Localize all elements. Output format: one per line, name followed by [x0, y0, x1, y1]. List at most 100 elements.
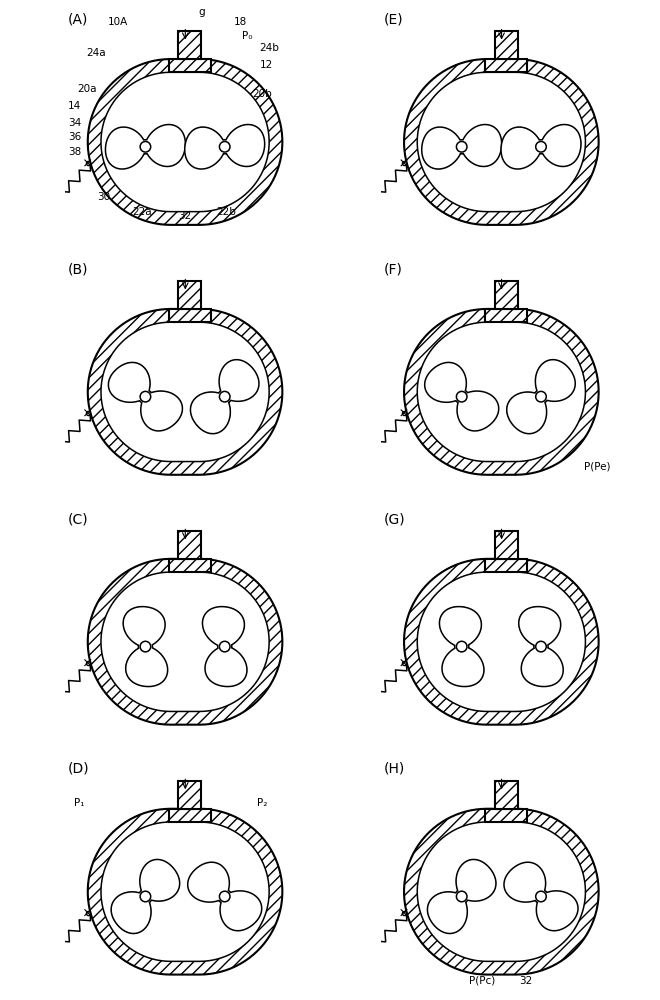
Polygon shape — [88, 559, 282, 725]
Bar — [169, 309, 211, 322]
Polygon shape — [106, 125, 185, 169]
Text: 32: 32 — [519, 976, 532, 986]
Polygon shape — [424, 362, 499, 431]
Bar — [485, 309, 527, 322]
Bar — [485, 59, 527, 72]
Polygon shape — [185, 125, 263, 159]
Polygon shape — [428, 859, 496, 919]
Circle shape — [140, 141, 150, 152]
Bar — [178, 531, 201, 559]
Bar — [495, 31, 517, 59]
Bar — [178, 781, 201, 809]
Polygon shape — [404, 559, 599, 725]
Polygon shape — [187, 862, 262, 931]
Polygon shape — [417, 572, 585, 711]
Bar — [485, 559, 527, 572]
Text: 24b: 24b — [259, 43, 279, 53]
Bar — [485, 809, 527, 822]
Circle shape — [457, 141, 467, 152]
Polygon shape — [88, 809, 282, 975]
Polygon shape — [101, 72, 269, 212]
Text: 34: 34 — [68, 118, 81, 128]
Polygon shape — [519, 607, 541, 686]
Polygon shape — [417, 822, 585, 961]
Text: 14: 14 — [68, 101, 81, 111]
Circle shape — [536, 391, 546, 402]
Circle shape — [457, 891, 467, 902]
Text: 12: 12 — [260, 60, 273, 70]
Polygon shape — [101, 572, 269, 711]
Circle shape — [457, 641, 467, 652]
Text: 20b: 20b — [252, 89, 272, 99]
Bar — [178, 31, 201, 59]
Polygon shape — [88, 309, 282, 475]
Polygon shape — [203, 607, 247, 687]
Polygon shape — [432, 126, 502, 169]
Circle shape — [140, 641, 150, 652]
Bar — [178, 781, 201, 809]
Bar — [169, 559, 211, 572]
Polygon shape — [404, 809, 599, 975]
Bar — [169, 59, 211, 72]
Polygon shape — [519, 607, 563, 687]
Polygon shape — [123, 607, 168, 687]
Circle shape — [140, 891, 150, 902]
Bar — [178, 281, 201, 309]
Text: (B): (B) — [67, 262, 88, 276]
Bar — [495, 781, 517, 809]
Polygon shape — [504, 862, 578, 931]
Polygon shape — [422, 125, 502, 169]
Polygon shape — [101, 322, 269, 462]
Circle shape — [536, 141, 546, 152]
Text: 10A: 10A — [108, 17, 128, 27]
Text: 36: 36 — [68, 132, 81, 142]
Polygon shape — [111, 859, 180, 933]
Text: P₁: P₁ — [74, 798, 84, 808]
Polygon shape — [440, 607, 484, 687]
Bar — [169, 559, 211, 572]
Bar — [495, 31, 517, 59]
Polygon shape — [507, 360, 573, 420]
Polygon shape — [515, 125, 581, 166]
Text: g: g — [199, 7, 205, 17]
Polygon shape — [123, 362, 182, 428]
Polygon shape — [88, 59, 282, 225]
Bar — [485, 559, 527, 572]
Polygon shape — [440, 607, 484, 687]
Polygon shape — [108, 362, 182, 431]
Text: P₂: P₂ — [257, 798, 267, 808]
Bar — [495, 281, 517, 309]
Polygon shape — [111, 874, 180, 933]
Bar — [485, 59, 527, 72]
Text: 20a: 20a — [77, 84, 96, 94]
Polygon shape — [224, 607, 247, 687]
Text: (D): (D) — [67, 762, 89, 776]
Text: 22b: 22b — [216, 207, 236, 217]
Bar — [495, 281, 517, 309]
Circle shape — [140, 391, 150, 402]
Polygon shape — [428, 859, 496, 933]
Text: (C): (C) — [67, 512, 88, 526]
Text: 24a: 24a — [86, 48, 106, 58]
Circle shape — [219, 141, 230, 152]
Text: 32: 32 — [178, 211, 191, 221]
Bar — [169, 809, 211, 822]
Polygon shape — [507, 360, 576, 434]
Polygon shape — [417, 322, 585, 462]
Text: 22a: 22a — [132, 207, 152, 217]
Text: (A): (A) — [67, 12, 88, 26]
Text: (H): (H) — [383, 762, 405, 776]
Bar — [178, 281, 201, 309]
Bar — [495, 531, 517, 559]
Bar — [169, 59, 211, 72]
Circle shape — [536, 641, 546, 652]
Text: 30: 30 — [97, 192, 110, 202]
Circle shape — [219, 641, 230, 652]
Polygon shape — [501, 125, 581, 169]
Polygon shape — [191, 392, 230, 434]
Polygon shape — [101, 822, 269, 961]
Bar — [485, 309, 527, 322]
Polygon shape — [417, 72, 585, 212]
Polygon shape — [123, 607, 145, 686]
Polygon shape — [404, 309, 599, 475]
